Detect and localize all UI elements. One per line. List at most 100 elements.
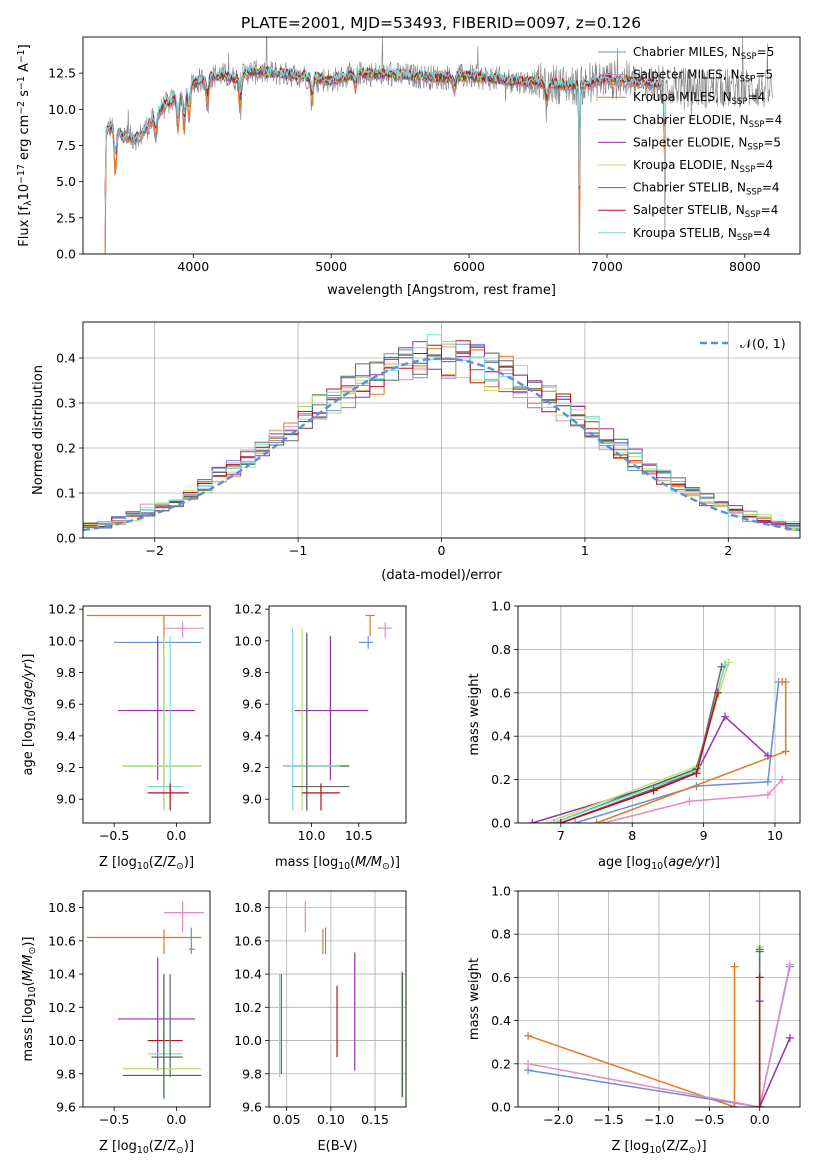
legend-label-kroupa_miles: Kroupa MILES, NSSP=4: [633, 90, 765, 107]
x-axis-label: mass [log10(M/M⊙)]: [275, 855, 400, 872]
plot-area: [83, 334, 800, 538]
series-line-kroupa_stelib: [553, 664, 726, 823]
x-tick-label: 0.0: [750, 1112, 770, 1127]
series-marker-chabrier_stelib: [755, 947, 764, 956]
y-axis-label: mass weight: [467, 958, 482, 1040]
series-line-chabrier_miles: [574, 681, 780, 823]
x-tick-label: 4000: [177, 259, 209, 274]
x-tick-label: 8000: [729, 259, 761, 274]
y-tick-label: 1.0: [491, 884, 511, 899]
y-tick-label: 1.0: [491, 599, 511, 614]
series-marker-chabrier_miles: [571, 819, 580, 823]
y-tick-label: 0.4: [56, 351, 76, 366]
series-marker-salpeter_miles: [778, 775, 787, 784]
y-tick-label: 10.0: [234, 1033, 262, 1048]
y-tick-label: 0.3: [56, 396, 76, 411]
x-tick-label: 2: [724, 543, 732, 558]
x-tick-label: 0.05: [273, 1112, 301, 1127]
legend-label-salpeter_miles: Salpeter MILES, NSSP=5: [633, 68, 773, 85]
series-marker-salpeter_stelib: [755, 973, 764, 982]
y-tick-label: 0.0: [491, 816, 511, 831]
series-line-kroupa_elodie: [546, 662, 730, 823]
x-tick-label: 10: [767, 828, 783, 843]
x-tick-label: 0.0: [166, 1112, 186, 1127]
y-tick-label: 10.0: [48, 102, 76, 117]
y-tick-label: 9.2: [242, 760, 262, 775]
y-tick-label: 9.6: [242, 1100, 262, 1115]
series-marker-salpeter_elodie: [528, 819, 537, 823]
y-tick-label: 10.4: [48, 967, 76, 982]
y-tick-label: 9.2: [56, 760, 76, 775]
series-marker-salpeter_miles: [763, 790, 772, 799]
legend-label-chabrier_elodie: Chabrier ELODIE, NSSP=4: [633, 113, 782, 130]
figure-title: PLATE=2001, MJD=53493, FIBERID=0097, z=0…: [241, 14, 641, 32]
series-marker-kroupa_miles: [778, 677, 787, 686]
y-tick-label: 9.0: [242, 792, 262, 807]
series-marker-kroupa_elodie: [542, 819, 551, 823]
y-tick-label: 0.0: [491, 1100, 511, 1115]
y-tick-label: 0.4: [491, 729, 511, 744]
y-tick-label: 10.0: [48, 1033, 76, 1048]
y-tick-label: 10.2: [234, 602, 262, 617]
series-line-salpeter_miles: [603, 779, 783, 823]
legend-label-kroupa_stelib: Kroupa STELIB, NSSP=4: [633, 226, 771, 243]
y-tick-label: 0.8: [491, 642, 511, 657]
series-marker-salpeter_miles: [685, 797, 694, 806]
y-tick-label: 9.8: [242, 1066, 262, 1081]
series-marker-kroupa_miles: [730, 962, 739, 971]
y-tick-label: 0.1: [56, 486, 76, 501]
y-tick-label: 0.4: [491, 1013, 511, 1028]
plot-area: [86, 614, 204, 811]
y-axis-label: mass weight: [467, 673, 482, 755]
y-tick-label: 0.2: [491, 772, 511, 787]
y-tick-label: 7.5: [56, 138, 76, 153]
y-tick-label: 10.0: [48, 633, 76, 648]
series-marker-kroupa_stelib: [549, 819, 558, 823]
legend-label-chabrier_miles: Chabrier MILES, NSSP=5: [633, 45, 774, 62]
model-line-kroupa_stelib: [104, 64, 665, 204]
series-line-salpeter_elodie: [532, 715, 769, 823]
y-tick-label: 0.8: [491, 927, 511, 942]
normal-curve: [83, 357, 800, 532]
x-axis-label: E(B-V): [317, 1139, 357, 1154]
y-tick-label: 10.4: [234, 967, 262, 982]
y-tick-label: 10.2: [48, 602, 76, 617]
series-line-salpeter_stelib: [560, 692, 719, 823]
x-tick-label: 0.10: [317, 1112, 345, 1127]
series-marker-salpeter_stelib: [556, 819, 565, 823]
x-tick-label: −0.5: [99, 1112, 129, 1127]
legend-label-chabrier_stelib: Chabrier STELIB, NSSP=4: [633, 181, 780, 198]
series-marker-kroupa_miles: [592, 819, 601, 823]
plot-area: [524, 943, 794, 1107]
y-tick-label: 10.6: [234, 933, 262, 948]
y-tick-label: 0.0: [56, 531, 76, 546]
series-marker-chabrier_stelib: [717, 662, 726, 671]
y-tick-label: 10.6: [48, 933, 76, 948]
x-tick-label: −0.5: [694, 1112, 724, 1127]
plot-area: [283, 614, 392, 811]
series-marker-kroupa_elodie: [724, 658, 733, 667]
series-marker-salpeter_elodie: [721, 712, 730, 721]
x-axis-label: (data-model)/error: [381, 568, 502, 583]
legend: 𝒩(0, 1): [700, 336, 786, 351]
x-axis-label: age [log10(age/yr)]: [598, 855, 720, 872]
y-tick-label: 0.2: [56, 441, 76, 456]
x-tick-label: −0.5: [99, 828, 129, 843]
series-line-chabrier_elodie: [553, 664, 726, 823]
x-axis-label: Z [log10(Z/Z⊙)]: [611, 1139, 706, 1156]
y-tick-label: 10.2: [48, 1000, 76, 1015]
y-tick-label: 10.2: [234, 1000, 262, 1015]
y-tick-label: 10.0: [234, 633, 262, 648]
panel-residuals: −2 −1 0 1 2 0.0 0.1 0.2 0.3 0.4 𝒩(0, 1) (data-model…: [31, 321, 801, 583]
x-tick-label: −1.0: [644, 1112, 674, 1127]
y-tick-label: 12.5: [48, 66, 76, 81]
panel-massweight_vs_Z: −2.0 −1.5 −1.0 −0.5 0.0 0.0 0.2 0.4 0.6 0.8 1.0 Z […: [467, 884, 801, 1156]
panel-age_vs_Z: −0.5 0.0 9.0 9.2 9.4 9.6 9.8 10.0 10.2 Z [log10(Z…: [21, 602, 211, 872]
y-tick-label: 5.0: [56, 174, 76, 189]
x-tick-label: 1: [581, 543, 589, 558]
y-tick-label: 0.2: [491, 1056, 511, 1071]
series-line-salpeter_elodie: [758, 1001, 791, 1107]
series-line-kroupa_miles: [527, 966, 736, 1107]
y-tick-label: 0.6: [491, 685, 511, 700]
